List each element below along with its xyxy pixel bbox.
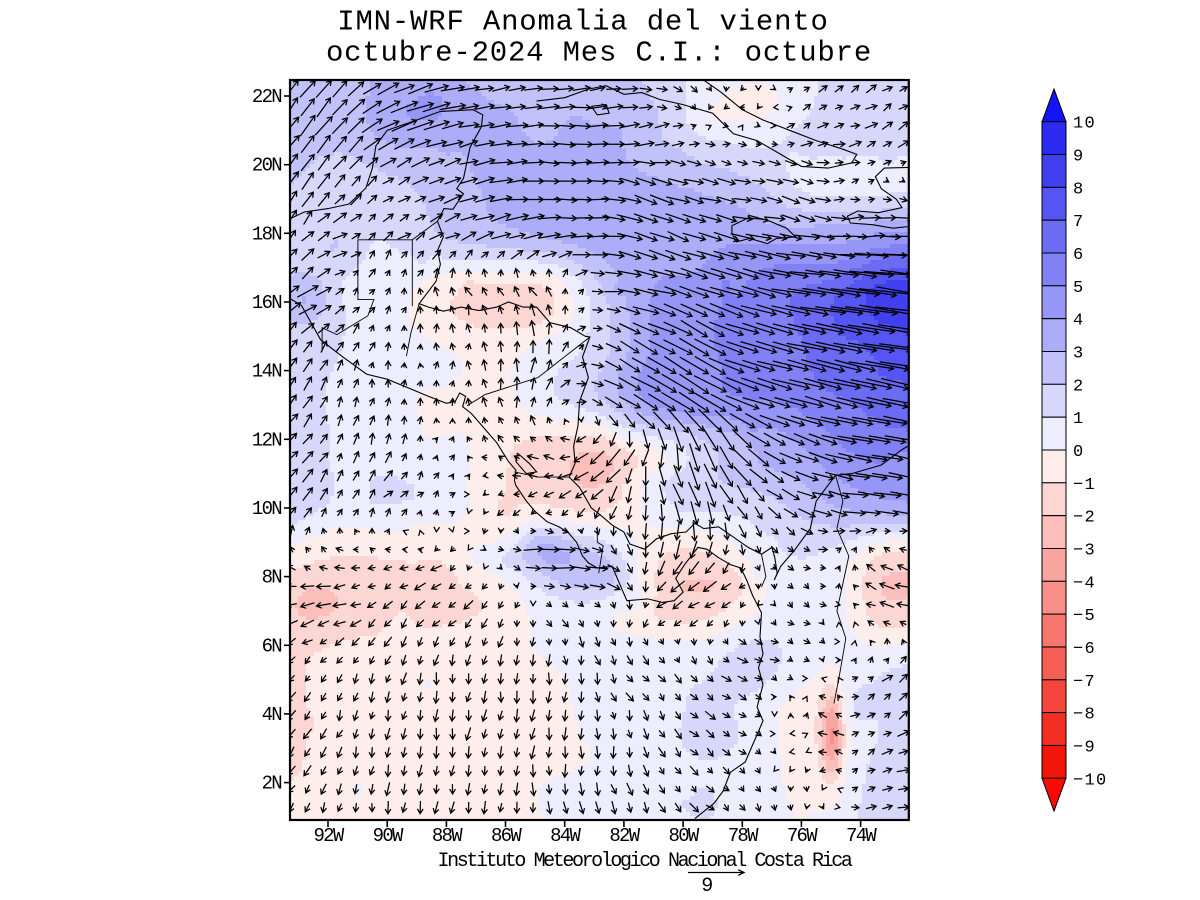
svg-text:92W: 92W	[313, 825, 344, 847]
svg-text:8N: 8N	[262, 567, 282, 589]
svg-text:−6: −6	[1073, 640, 1096, 659]
svg-text:Instituto Meteorologico Nacion: Instituto Meteorologico Nacional Costa R…	[438, 850, 853, 873]
svg-text:22N: 22N	[252, 86, 281, 108]
svg-text:80W: 80W	[669, 825, 700, 847]
svg-text:−4: −4	[1073, 574, 1096, 593]
svg-text:4N: 4N	[262, 704, 282, 726]
svg-text:4: 4	[1073, 312, 1085, 331]
svg-text:74W: 74W	[846, 825, 877, 847]
svg-text:88W: 88W	[432, 825, 463, 847]
svg-text:−8: −8	[1073, 706, 1096, 725]
svg-text:10N: 10N	[252, 498, 281, 520]
svg-text:9: 9	[701, 875, 712, 898]
svg-text:82W: 82W	[609, 825, 640, 847]
svg-text:18N: 18N	[252, 223, 281, 245]
svg-text:76W: 76W	[787, 825, 818, 847]
svg-text:90W: 90W	[373, 825, 404, 847]
svg-text:−3: −3	[1073, 542, 1096, 561]
svg-text:−5: −5	[1073, 607, 1096, 626]
svg-text:−9: −9	[1073, 739, 1096, 758]
svg-text:78W: 78W	[728, 825, 759, 847]
svg-text:6N: 6N	[262, 635, 282, 657]
svg-text:1: 1	[1073, 410, 1085, 429]
svg-text:10: 10	[1073, 115, 1096, 134]
svg-text:2: 2	[1073, 377, 1085, 396]
svg-text:16N: 16N	[252, 292, 281, 314]
svg-text:octubre-2024 Mes C.I.: octubre: octubre-2024 Mes C.I.: octubre	[326, 37, 872, 70]
svg-text:−7: −7	[1073, 673, 1096, 692]
svg-text:86W: 86W	[491, 825, 522, 847]
svg-text:5: 5	[1073, 279, 1085, 298]
svg-text:2N: 2N	[262, 773, 282, 795]
svg-text:8: 8	[1073, 180, 1085, 199]
svg-text:0: 0	[1073, 443, 1085, 462]
svg-text:20N: 20N	[252, 155, 281, 177]
svg-text:−2: −2	[1073, 509, 1096, 528]
svg-text:6: 6	[1073, 246, 1085, 265]
svg-text:3: 3	[1073, 345, 1085, 364]
svg-text:12N: 12N	[252, 429, 281, 451]
svg-text:84W: 84W	[550, 825, 581, 847]
svg-text:−10: −10	[1073, 771, 1108, 790]
svg-text:IMN-WRF Anomalia del viento: IMN-WRF Anomalia del viento	[337, 6, 828, 39]
svg-text:14N: 14N	[252, 361, 281, 383]
svg-text:7: 7	[1073, 213, 1085, 232]
svg-text:−1: −1	[1073, 476, 1096, 495]
svg-text:9: 9	[1073, 148, 1085, 167]
